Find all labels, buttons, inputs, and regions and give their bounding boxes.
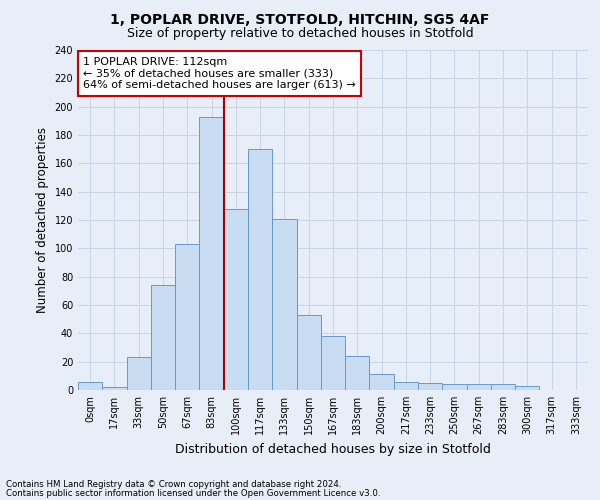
Bar [151, 285, 175, 390]
Bar [102, 387, 127, 390]
Bar [127, 358, 151, 390]
Bar [515, 386, 539, 390]
Bar [321, 336, 345, 390]
Bar [175, 244, 199, 390]
Bar [78, 382, 102, 390]
Bar [491, 384, 515, 390]
Bar [418, 383, 442, 390]
Bar [199, 116, 224, 390]
Text: Contains HM Land Registry data © Crown copyright and database right 2024.: Contains HM Land Registry data © Crown c… [6, 480, 341, 489]
Bar [248, 149, 272, 390]
X-axis label: Distribution of detached houses by size in Stotfold: Distribution of detached houses by size … [175, 442, 491, 456]
Bar [224, 208, 248, 390]
Bar [467, 384, 491, 390]
Text: Size of property relative to detached houses in Stotfold: Size of property relative to detached ho… [127, 28, 473, 40]
Bar [296, 315, 321, 390]
Bar [442, 384, 467, 390]
Bar [370, 374, 394, 390]
Text: 1 POPLAR DRIVE: 112sqm
← 35% of detached houses are smaller (333)
64% of semi-de: 1 POPLAR DRIVE: 112sqm ← 35% of detached… [83, 57, 356, 90]
Y-axis label: Number of detached properties: Number of detached properties [36, 127, 49, 313]
Bar [272, 218, 296, 390]
Bar [394, 382, 418, 390]
Bar [345, 356, 370, 390]
Text: Contains public sector information licensed under the Open Government Licence v3: Contains public sector information licen… [6, 488, 380, 498]
Text: 1, POPLAR DRIVE, STOTFOLD, HITCHIN, SG5 4AF: 1, POPLAR DRIVE, STOTFOLD, HITCHIN, SG5 … [110, 12, 490, 26]
